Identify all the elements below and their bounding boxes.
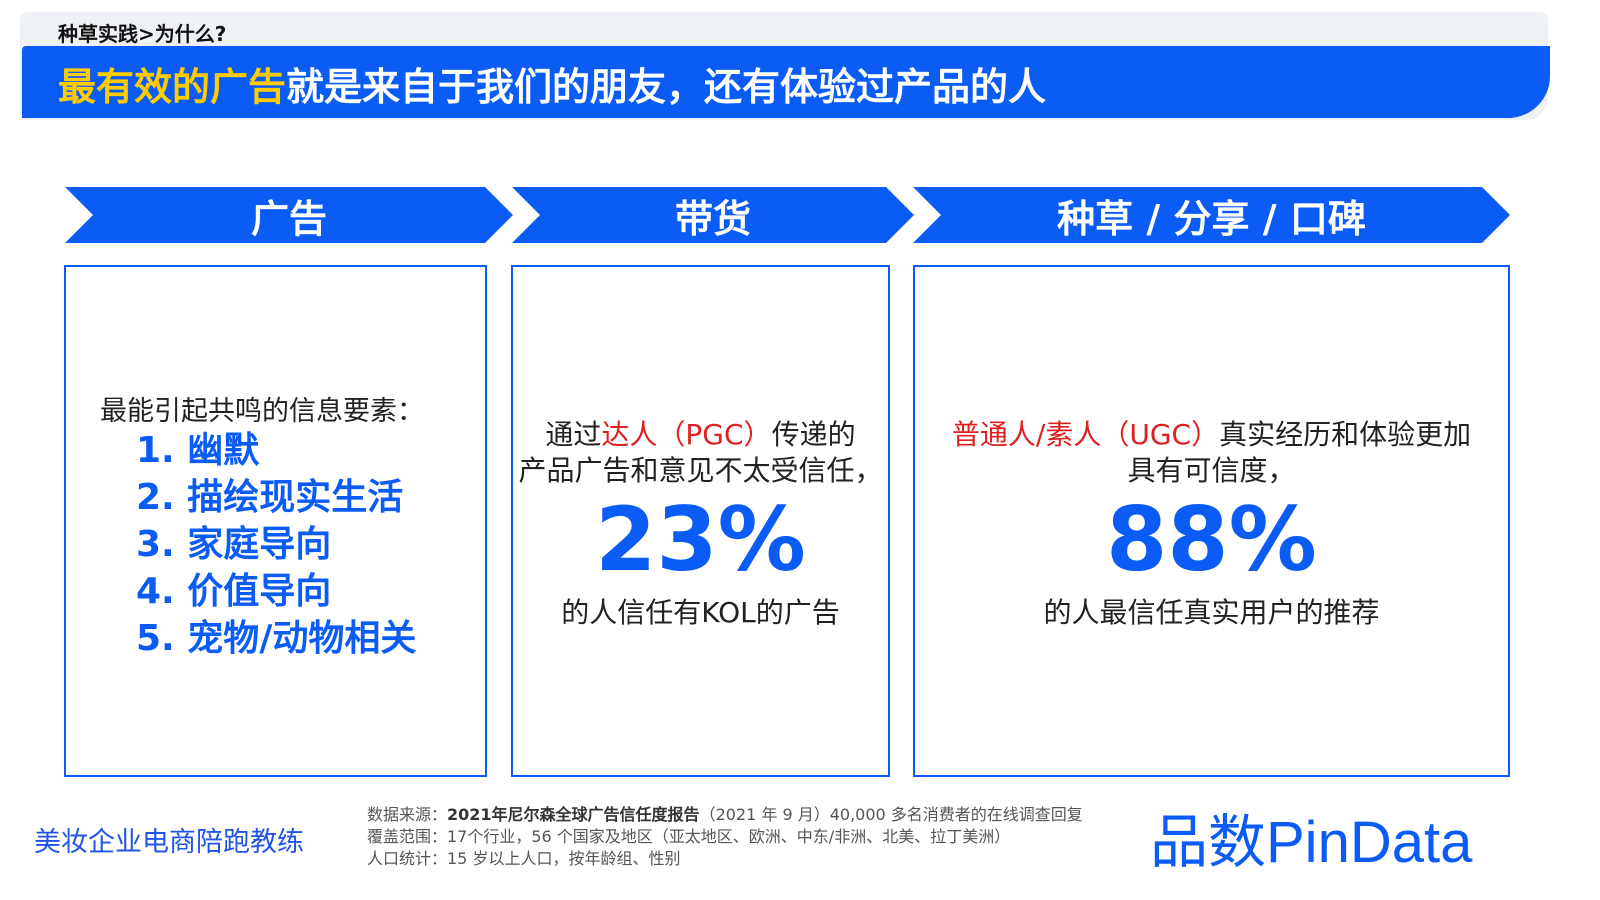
list-item: 2. 描绘现实生活 (136, 477, 404, 518)
list-item: 3. 家庭导向 (136, 524, 332, 565)
coverage-line: 覆盖范围：17个行业，56 个国家及地区（亚太地区、欧洲、中东/非洲、北美、拉丁… (367, 827, 1011, 846)
panel-sales-stat: 23% (595, 488, 806, 591)
population-line: 人口统计：15 岁以上人口，按年龄组、性别 (367, 849, 681, 868)
source-label: 数据来源： (367, 805, 448, 824)
panel-ad: 最能引起共鸣的信息要素： 1. 幽默 2. 描绘现实生活 3. 家庭导向 4. … (64, 265, 487, 777)
panel-seeding: 普通人/素人（UGC）真实经历和体验更加 具有可信度， 88% 的人最信任真实用户… (913, 265, 1510, 777)
panel-sales-line2: 产品广告和意见不太受信任， (518, 454, 883, 487)
chevron-seeding: 种草 / 分享 / 口碑 (913, 187, 1510, 243)
panel-seeding-text: 普通人/素人（UGC）真实经历和体验更加 具有可信度， (915, 417, 1508, 489)
list-item: 5. 宠物/动物相关 (136, 618, 417, 659)
panel-seeding-suffix: 真实经历和体验更加 (1219, 418, 1472, 451)
panel-ad-heading: 最能引起共鸣的信息要素： (100, 396, 424, 427)
chevron-ad-label: 广告 (250, 196, 327, 241)
title-highlight: 最有效的广告 (58, 65, 287, 109)
chevron-seeding-label: 种草 / 分享 / 口碑 (1057, 196, 1366, 241)
chevron-ad: 广告 (65, 187, 513, 243)
list-item: 4. 价值导向 (136, 571, 332, 612)
panel-sales-suffix: 传递的 (771, 418, 856, 451)
panel-seeding-stat: 88% (1106, 488, 1317, 591)
panel-seeding-caption: 的人最信任真实用户的推荐 (1043, 596, 1380, 629)
breadcrumb: 种草实践>为什么? (58, 22, 227, 46)
list-item: 1. 幽默 (136, 430, 260, 471)
panel-sales-caption: 的人信任有KOL的广告 (561, 596, 840, 629)
panel-seeding-line2: 具有可信度， (1127, 454, 1296, 487)
source-line: 数据来源：2021年尼尔森全球广告信任度报告（2021 年 9 月）40,000… (367, 804, 1083, 826)
panel-sales: 通过达人（PGC）传递的 产品广告和意见不太受信任， 23% 的人信任有KOL的广… (511, 265, 890, 777)
panel-seeding-red: 普通人/素人（UGC） (951, 418, 1220, 451)
source-report: 2021年尼尔森全球广告信任度报告 (447, 805, 700, 824)
panel-sales-red: 达人（PGC） (601, 418, 772, 451)
chevron-sales-label: 带货 (674, 196, 751, 241)
data-source: 数据来源：2021年尼尔森全球广告信任度报告（2021 年 9 月）40,000… (367, 804, 1083, 870)
footer-slogan: 美妆企业电商陪跑教练 (34, 827, 304, 858)
panel-ad-list: 1. 幽默 2. 描绘现实生活 3. 家庭导向 4. 价值导向 5. 宠物/动物… (136, 427, 416, 662)
page-title: 最有效的广告就是来自于我们的朋友，还有体验过产品的人 (58, 56, 1046, 111)
source-detail: （2021 年 9 月）40,000 多名消费者的在线调查回复 (699, 805, 1083, 824)
title-rest: 就是来自于我们的朋友，还有体验过产品的人 (286, 65, 1047, 109)
pindata-logo: 品数PinData (1150, 810, 1473, 875)
panel-sales-prefix: 通过 (545, 418, 602, 451)
panel-sales-text: 通过达人（PGC）传递的 产品广告和意见不太受信任， (513, 417, 888, 489)
chevron-sales: 带货 (512, 187, 914, 243)
title-bar (22, 46, 1550, 118)
